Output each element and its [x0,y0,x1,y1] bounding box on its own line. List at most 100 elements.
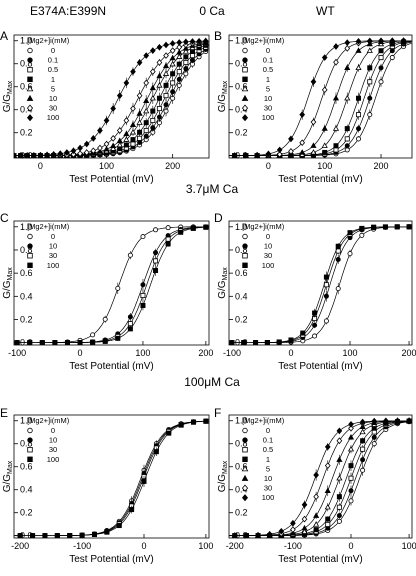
data-point [136,59,143,66]
data-point [356,95,362,101]
legend-marker [241,484,249,492]
data-point [127,252,133,258]
data-point [243,152,249,158]
legend-label: 30 [264,251,272,260]
data-point [300,330,306,336]
data-point [383,417,389,425]
x-tick-label: 0 [266,161,271,171]
data-point [313,521,320,527]
x-tick-label: 0 [288,348,293,358]
fit-curve-5 [229,40,412,157]
data-point [143,107,150,114]
data-point [52,340,58,345]
data-point [153,227,159,233]
data-point [110,142,117,149]
data-point [191,419,197,425]
legend-title: [Mg2+]i(mM) [242,36,285,45]
fit-curve-30 [229,226,412,344]
y-tick-label: 0.6 [20,268,33,278]
data-point [356,126,362,132]
data-point [153,449,159,455]
data-point [360,467,366,473]
data-point [170,71,176,77]
legend-marker [241,465,249,472]
data-point [129,128,137,135]
data-point [70,147,77,155]
y-axis-label-subscript: Max [7,80,14,94]
data-point [129,507,135,513]
y-tick-label: 0.8 [235,245,248,255]
data-point [30,533,36,538]
data-point [323,293,329,299]
data-point [90,135,97,142]
legend-marker [27,233,33,240]
fit-curve-0.1 [229,41,412,157]
data-point [332,125,340,131]
data-point [344,45,351,52]
data-point [324,503,331,510]
data-point [137,129,143,135]
data-point [169,54,176,61]
data-point [288,147,294,155]
x-tick-label: 100 [135,348,150,358]
data-point [137,135,143,141]
legend-label: 30 [264,484,272,493]
x-tick-label: -100 [73,541,91,551]
data-point [355,47,362,53]
data-point [136,119,143,125]
data-point [42,533,48,538]
data-point [176,43,183,51]
data-point [266,530,273,538]
data-point [335,257,341,263]
data-point [140,303,146,309]
data-point [336,518,342,524]
data-point [203,224,209,230]
data-point [389,55,395,61]
y-tick-label: 1.0 [235,36,248,46]
legend-marker [242,262,248,268]
data-point [127,326,133,332]
legend-label: 0.1 [48,56,58,65]
legend-marker [27,67,33,73]
data-point [189,57,195,63]
data-point [163,82,169,88]
panel-letter: D [214,211,223,225]
data-point [44,151,50,158]
legend-label: 30 [49,251,57,260]
legend-title: [Mg2+]i(mM) [242,416,285,425]
fit-curve-10 [229,226,412,344]
fit-curve-10 [229,40,412,157]
legend-marker [241,474,249,481]
x-tick-label: 200 [374,161,389,171]
data-point [378,48,384,54]
data-point [116,127,123,134]
data-point [355,64,362,71]
fit-curve-0.1 [229,420,412,537]
data-point [143,97,150,104]
fit-curve-100 [229,420,412,537]
data-point [67,533,73,538]
data-point [104,529,110,535]
data-point [299,139,306,147]
row-title-0ca: 0 Ca [199,4,225,18]
data-point [115,335,121,341]
x-axis-label: Test Potential (mV) [278,361,362,372]
data-point [347,434,355,440]
legend-label: 0.1 [263,56,273,65]
data-point [163,41,169,49]
fit-curve-1 [229,420,412,537]
data-point [359,418,366,426]
data-point [196,37,202,45]
plot-data [229,224,412,345]
x-tick-label: 100 [99,161,114,171]
legend-label: 1 [266,455,270,464]
legend-label: 0 [51,232,55,241]
data-point [156,106,162,112]
data-point [299,111,306,119]
data-point [77,150,83,157]
y-tick-label: 0.8 [235,59,248,69]
panel-letter: F [214,406,221,420]
data-point [371,417,378,425]
